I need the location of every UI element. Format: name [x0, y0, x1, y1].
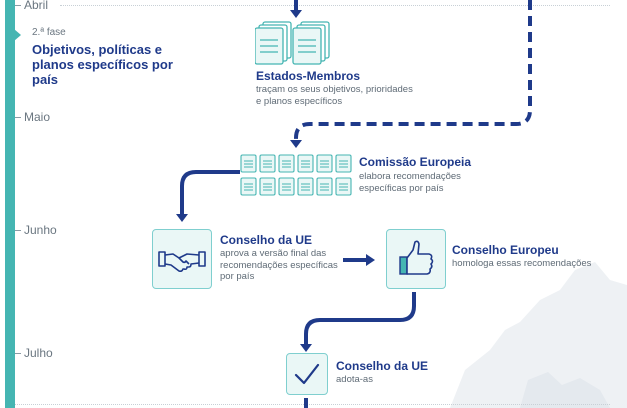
council-adopt-title: Conselho da UE — [336, 359, 429, 373]
month-divider — [60, 5, 610, 6]
timeline-bar — [5, 0, 15, 408]
handshake-icon — [158, 251, 206, 273]
european-council-title: Conselho Europeu — [452, 243, 559, 257]
month-divider — [15, 404, 610, 405]
thumbs-up-icon-box — [386, 229, 446, 289]
month-label: Maio — [24, 110, 51, 124]
documents-icon — [255, 21, 330, 65]
phase-title: Objetivos, políticas e planos específico… — [32, 42, 173, 87]
council-approve-title: Conselho da UE — [220, 233, 313, 247]
thumbs-up-icon — [399, 240, 434, 275]
month-marker-april: Abril — [15, 0, 48, 12]
month-label: Julho — [24, 346, 53, 360]
european-council-desc: homologa essas recomendações — [452, 258, 592, 269]
documents-grid-icon — [240, 154, 352, 196]
month-marker-july: Julho — [15, 346, 53, 360]
commission-desc: elabora recomendações específicas por pa… — [359, 171, 461, 194]
member-states-title: Estados-Membros — [256, 69, 361, 83]
member-states-desc: traçam os seus objetivos, prioridades e … — [256, 84, 413, 107]
council-approve-desc: aprova a versão final das recomendações … — [220, 248, 338, 282]
month-label: Abril — [24, 0, 49, 12]
phase-marker-icon — [14, 29, 21, 41]
handshake-icon-box — [152, 229, 212, 289]
month-marker-may: Maio — [15, 110, 50, 124]
council-adopt-desc: adota-as — [336, 374, 373, 385]
month-marker-june: Junho — [15, 223, 57, 237]
month-label: Junho — [24, 223, 57, 237]
checkmark-icon — [294, 363, 320, 385]
checkmark-icon-box — [286, 353, 328, 395]
phase-number: 2.ª fase — [32, 27, 66, 38]
commission-title: Comissão Europeia — [359, 155, 472, 169]
